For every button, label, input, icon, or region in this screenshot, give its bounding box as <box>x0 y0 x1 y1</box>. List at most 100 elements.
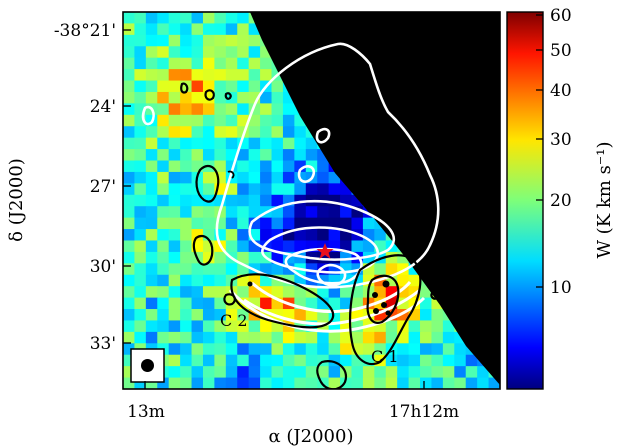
map-pixel <box>328 229 341 242</box>
map-pixel <box>180 91 193 104</box>
map-pixel <box>294 331 307 344</box>
map-pixel <box>225 12 238 25</box>
map-pixel <box>248 126 261 139</box>
map-pixel <box>225 217 238 230</box>
map-pixel <box>317 286 330 299</box>
map-pixel <box>202 57 215 70</box>
map-pixel <box>477 366 490 379</box>
map-pixel <box>305 297 318 310</box>
map-pixel <box>157 137 170 150</box>
map-pixel <box>168 331 181 344</box>
map-pixel <box>340 343 353 356</box>
map-pixel <box>282 171 295 184</box>
map-pixel <box>294 217 307 230</box>
map-pixel <box>202 217 215 230</box>
map-pixel <box>123 309 136 322</box>
map-pixel <box>202 274 215 287</box>
map-pixel <box>145 57 158 70</box>
map-pixel <box>305 354 318 367</box>
map-pixel <box>454 343 467 356</box>
map-pixel <box>134 183 147 196</box>
map-pixel <box>237 23 250 36</box>
map-pixel <box>123 183 136 196</box>
y-tick-label: 33' <box>90 334 116 354</box>
map-pixel <box>180 240 193 253</box>
map-pixel <box>168 34 181 47</box>
map-pixel <box>134 251 147 264</box>
map-pixel <box>431 377 444 389</box>
map-pixel <box>191 354 204 367</box>
map-pixel <box>294 126 307 139</box>
map-pixel <box>168 366 181 379</box>
map-pixel <box>168 251 181 264</box>
white-contours <box>141 42 440 333</box>
x-axis: 13m 17h12m <box>127 381 459 422</box>
map-pixel <box>271 286 284 299</box>
map-pixel <box>248 137 261 150</box>
map-pixel <box>214 366 227 379</box>
map-pixel <box>442 343 455 356</box>
map-pixel <box>180 69 193 82</box>
map-pixel <box>385 263 398 276</box>
map-pixel <box>282 377 295 389</box>
map-pixel <box>123 171 136 184</box>
map-pixel <box>168 137 181 150</box>
map-pixel <box>317 366 330 379</box>
map-pixel <box>340 331 353 344</box>
map-pixel <box>123 286 136 299</box>
map-pixel <box>237 331 250 344</box>
map-pixel <box>168 354 181 367</box>
map-pixel <box>237 274 250 287</box>
map-pixel <box>488 377 500 389</box>
map-pixel <box>237 217 250 230</box>
map-pixel <box>305 377 318 389</box>
map-pixel <box>157 103 170 116</box>
map-pixel <box>225 229 238 242</box>
map-pixel <box>168 240 181 253</box>
map-pixel <box>294 137 307 150</box>
map-pixel <box>374 343 387 356</box>
map-pixel <box>237 309 250 322</box>
map-pixel <box>202 377 215 389</box>
map-pixel <box>180 57 193 70</box>
map-pixel <box>180 251 193 264</box>
map-pixel <box>294 366 307 379</box>
map-pixel <box>351 240 364 253</box>
map-pixel <box>294 183 307 196</box>
map-pixel <box>123 34 136 47</box>
map-pixel <box>408 354 421 367</box>
map-pixel <box>260 194 273 207</box>
map-pixel <box>180 149 193 162</box>
map-pixel <box>145 183 158 196</box>
map-pixel <box>123 217 136 230</box>
map-pixel <box>260 343 273 356</box>
y-tick-label: 30' <box>90 257 116 277</box>
map-pixel <box>191 206 204 219</box>
map-pixel <box>294 354 307 367</box>
map-pixel <box>237 366 250 379</box>
map-pixel <box>180 206 193 219</box>
map-pixel <box>123 160 136 173</box>
map-pixel <box>191 126 204 139</box>
map-pixel <box>191 331 204 344</box>
map-pixel <box>225 366 238 379</box>
map-pixel <box>214 12 227 25</box>
map-pixel <box>145 309 158 322</box>
map-pixel <box>157 126 170 139</box>
map-pixel <box>225 91 238 104</box>
map-pixel <box>271 160 284 173</box>
map-pixel <box>237 354 250 367</box>
map-pixel <box>202 263 215 276</box>
map-pixel <box>168 263 181 276</box>
map-pixel <box>248 57 261 70</box>
map-pixel <box>248 366 261 379</box>
map-pixel <box>248 377 261 389</box>
map-pixel <box>328 331 341 344</box>
map-pixel <box>374 331 387 344</box>
map-pixel <box>123 251 136 264</box>
map-pixel <box>271 91 284 104</box>
map-pixel <box>237 149 250 162</box>
colorbar-tick: 40 <box>550 81 572 101</box>
map-pixel <box>237 160 250 173</box>
map-pixel <box>214 103 227 116</box>
